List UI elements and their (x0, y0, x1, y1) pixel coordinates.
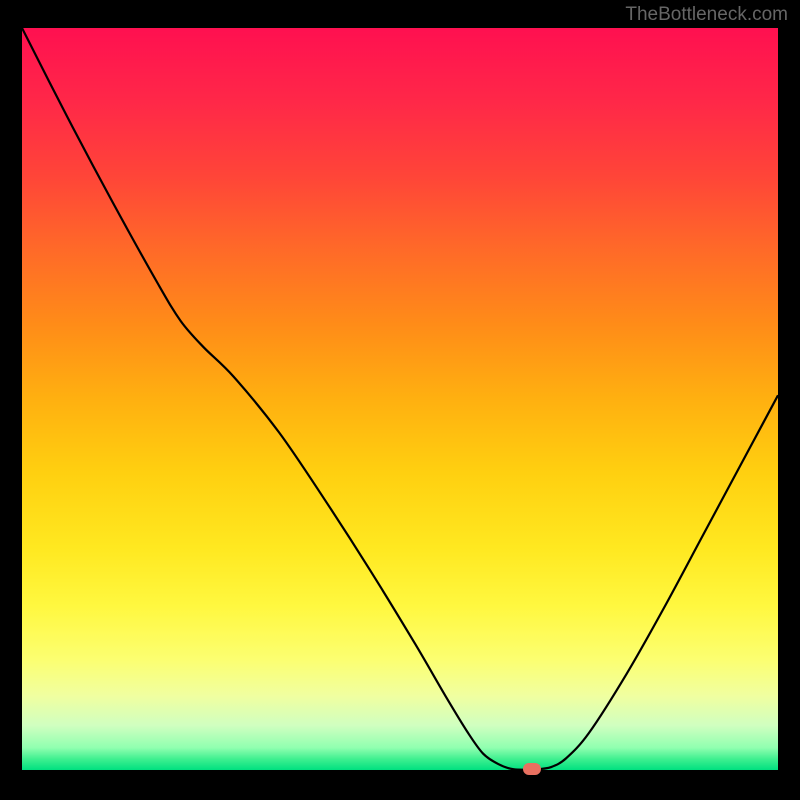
plot-area (22, 28, 778, 770)
optimal-marker (523, 763, 541, 775)
bottleneck-curve (22, 28, 778, 770)
curve-path (22, 28, 778, 770)
attribution-text: TheBottleneck.com (625, 4, 788, 26)
